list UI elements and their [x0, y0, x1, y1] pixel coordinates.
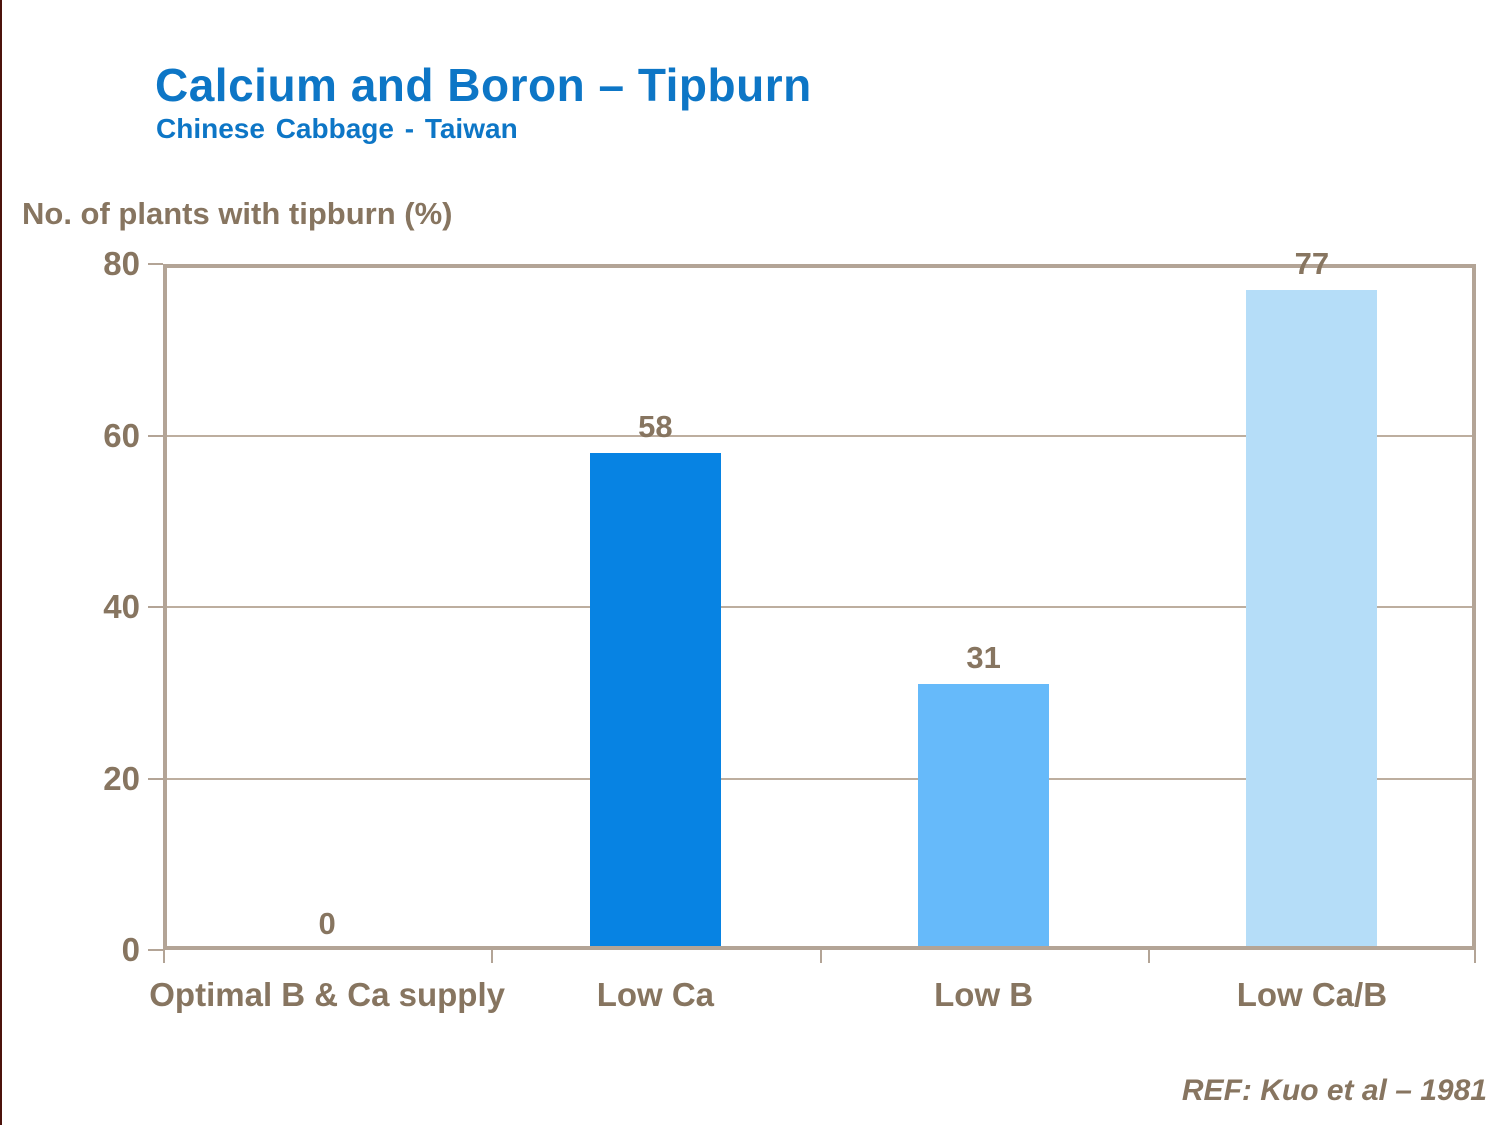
x-category-label: Low Ca — [596, 976, 715, 1013]
x-tick-mark — [1474, 950, 1476, 963]
bar-value-label: 58 — [638, 408, 673, 444]
bar-low-ca — [589, 452, 721, 946]
reference-text: REF: Kuo et al – 1981 — [1181, 1074, 1487, 1107]
y-tick-label: 40 — [103, 588, 140, 625]
x-category-label: Low Ca/B — [1236, 976, 1388, 1013]
x-category-label: Low B — [934, 976, 1034, 1013]
y-tick-label: 0 — [121, 931, 140, 968]
x-tick-mark — [163, 950, 165, 963]
bar-low-ca-b — [1246, 289, 1378, 946]
y-tick-mark — [148, 777, 163, 780]
y-tick-mark — [148, 434, 163, 437]
y-tick-label: 20 — [103, 759, 140, 797]
gridline — [167, 606, 1472, 608]
chart-title: Calcium and Boron – Tipburn — [155, 59, 812, 111]
x-tick-mark — [819, 950, 822, 963]
x-category-label: Optimal B & Ca supply — [149, 976, 505, 1013]
y-tick-mark — [148, 263, 163, 265]
x-tick-mark — [491, 950, 494, 963]
bar-low-b — [918, 684, 1050, 946]
gridline — [167, 777, 1472, 780]
chart-subtitle: Chinese Cabbage - Taiwan — [156, 113, 518, 144]
bar-value-label: 31 — [966, 640, 1001, 676]
x-tick-mark — [1147, 950, 1150, 963]
gridline — [167, 434, 1472, 437]
y-axis-label: No. of plants with tipburn (%) — [22, 196, 453, 231]
y-tick-mark — [148, 606, 163, 608]
bar-value-label: 77 — [1294, 245, 1330, 281]
y-tick-label: 80 — [103, 245, 140, 282]
left-edge-line — [0, 0, 2, 1125]
bar-value-label: 0 — [318, 906, 336, 941]
y-tick-label: 60 — [103, 416, 140, 454]
y-tick-mark — [148, 949, 163, 951]
